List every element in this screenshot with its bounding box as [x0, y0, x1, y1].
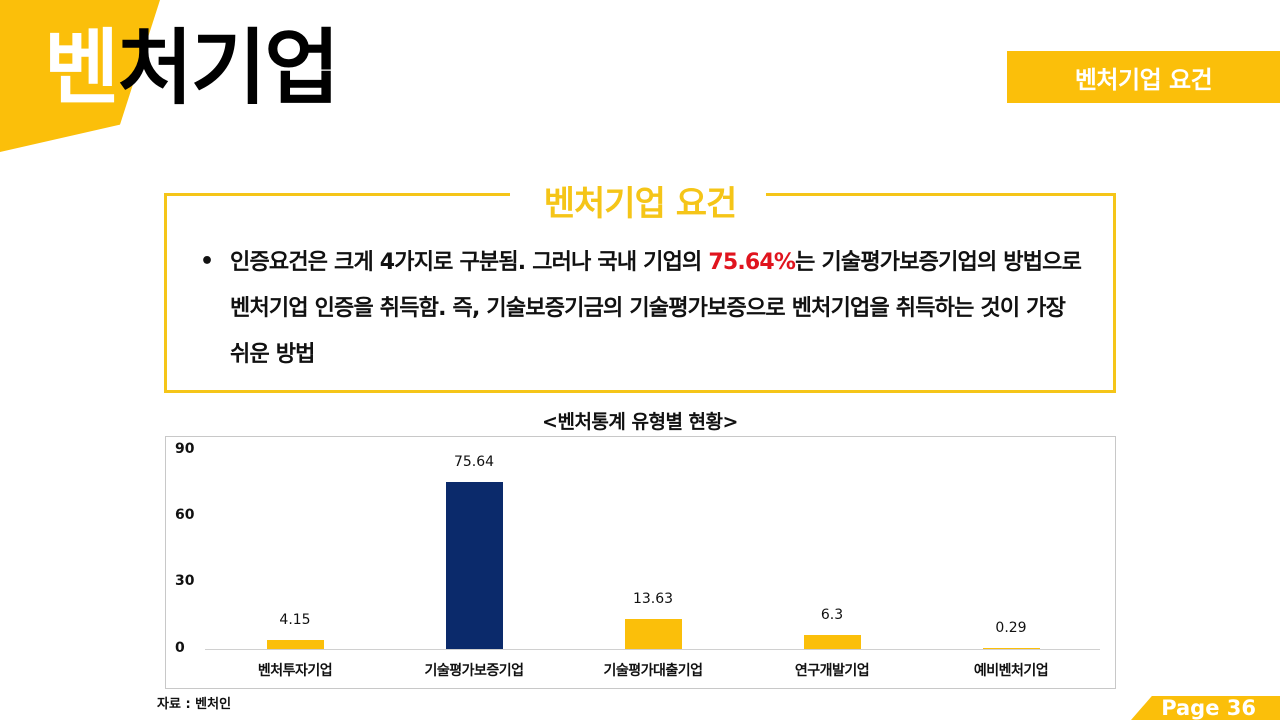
category-label: 벤처투자기업 [257, 663, 333, 679]
y-tick-60: 60 [175, 507, 195, 523]
bar-value-label: 13.63 [632, 590, 674, 607]
page-title-first-char: 벤 [44, 21, 119, 116]
bar-2 [625, 618, 682, 649]
chart-frame [165, 436, 1116, 689]
bar-value-label: 6.3 [820, 607, 844, 624]
bar-1 [446, 481, 503, 649]
box-top-line-right [766, 193, 1116, 196]
bullet-icon: • [200, 249, 215, 274]
req-text-after: 는 기술평가보증기업의 방법으로 벤처기업 인증을 취득함. 즉, 기술보증기금… [230, 250, 1082, 367]
requirements-title: 벤처기업 요건 [543, 184, 738, 224]
req-highlight-percent: 75.64% [708, 250, 796, 275]
bar-value-label: 75.64 [453, 453, 495, 470]
category-label: 기술평가보증기업 [424, 663, 524, 679]
requirements-text: 인증요건은 크게 4가지로 구분됨. 그러나 국내 기업의 75.64%는 기술… [230, 240, 1090, 378]
section-badge: 벤처기업 요건 [1007, 51, 1280, 103]
category-label: 기술평가대출기업 [603, 663, 703, 679]
y-tick-30: 30 [175, 573, 195, 589]
category-label: 예비벤처기업 [973, 663, 1049, 679]
source-note: 자료 : 벤처인 [157, 697, 232, 712]
y-tick-0: 0 [175, 640, 185, 656]
requirements-box [164, 193, 1116, 393]
x-axis-line [205, 649, 1100, 650]
bar-value-label: 4.15 [279, 611, 311, 628]
page-title-rest: 처기업 [117, 21, 339, 116]
req-text-before: 인증요건은 크게 4가지로 구분됨. 그러나 국내 기업의 [230, 250, 709, 275]
bar-0 [267, 639, 324, 649]
category-label: 연구개발기업 [794, 663, 870, 679]
bar-3 [804, 635, 861, 649]
chart-title: <벤처통계 유형별 현황> [542, 411, 738, 433]
page-title: 벤처기업 [44, 28, 340, 110]
bar-4 [983, 648, 1040, 649]
box-top-line-left [164, 193, 510, 196]
bar-value-label: 0.29 [995, 620, 1027, 636]
page-number: Page 36 [1131, 696, 1280, 720]
y-tick-90: 90 [175, 441, 195, 457]
